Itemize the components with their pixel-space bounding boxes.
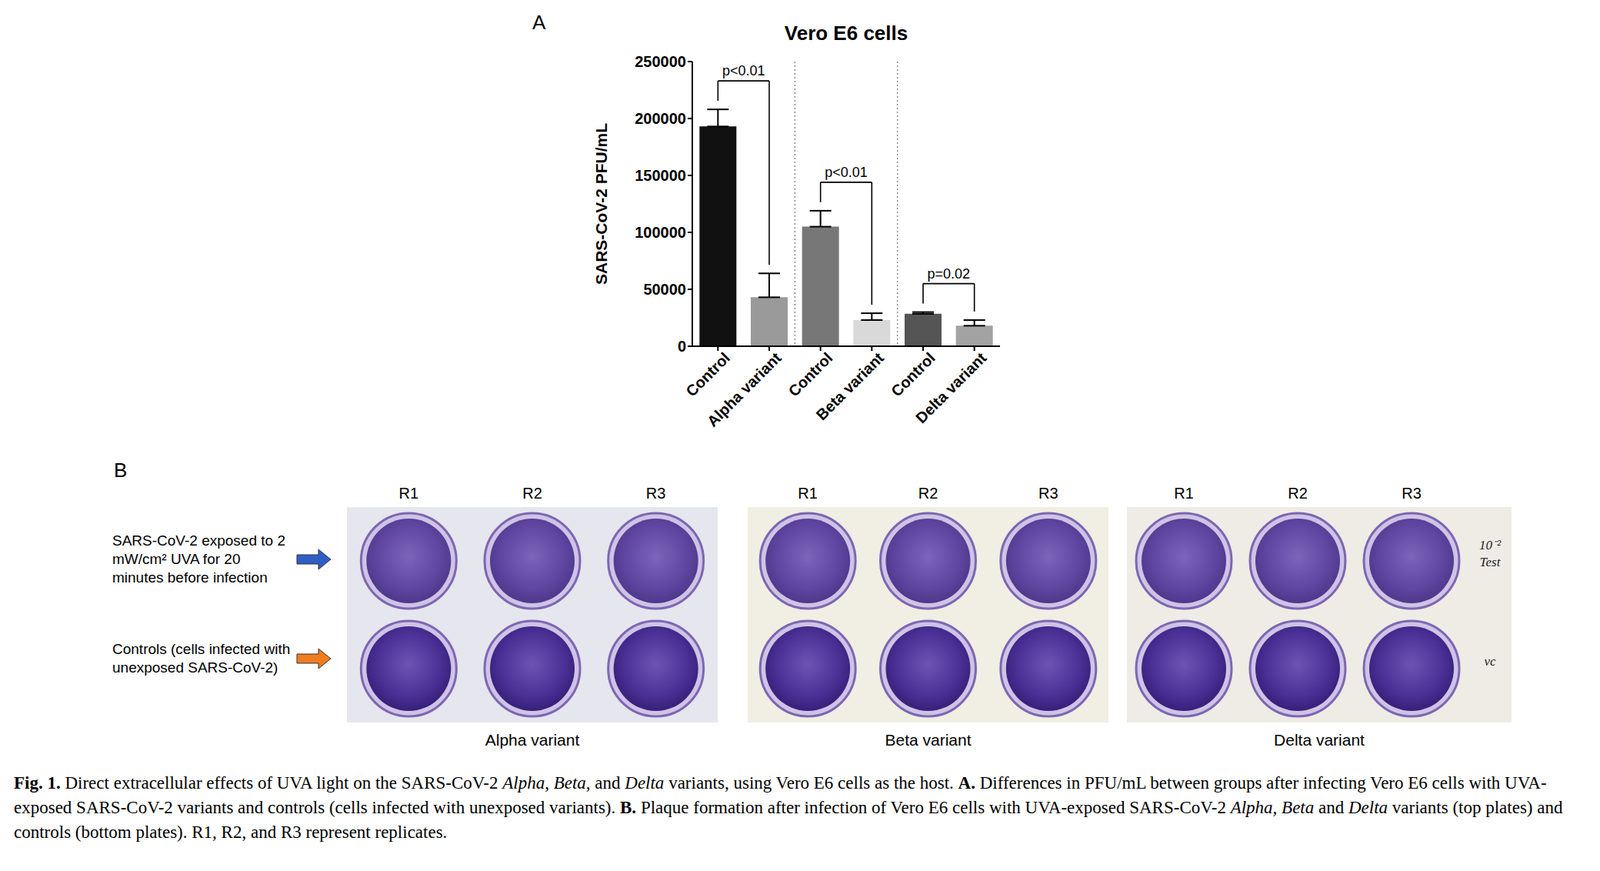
- html-text:R1: R1: [398, 484, 419, 502]
- html-text:Vero E6 cells: Vero E6 cells: [784, 21, 908, 45]
- svg-text:p<0.01: p<0.01: [824, 164, 868, 180]
- svg-text:100000: 100000: [634, 223, 687, 241]
- html-text:Delta variant: Delta variant: [1273, 730, 1365, 749]
- svg-text:Beta variant: Beta variant: [813, 349, 888, 424]
- html-text:R3: R3: [1401, 484, 1422, 502]
- html-text:R3: R3: [646, 484, 666, 502]
- html-text:A: A: [532, 10, 546, 34]
- svg-text:200000: 200000: [634, 110, 687, 127]
- html-text:Controls (cells infected with: Controls (cells infected with unexposed …: [112, 641, 291, 676]
- svg-text:Alpha variant: Alpha variant: [703, 349, 785, 430]
- svg-text:Delta variant: Delta variant: [912, 349, 990, 427]
- html-text:R2: R2: [522, 484, 543, 502]
- svg-text:Control: Control: [785, 349, 837, 400]
- svg-text:0: 0: [677, 337, 687, 355]
- html-text:Beta variant: Beta variant: [885, 730, 972, 749]
- html-text:SARS-CoV-2 exposed to 2 mW/cm²: SARS-CoV-2 exposed to 2 mW/cm² UVA for 2…: [112, 532, 286, 586]
- svg-text:Control: Control: [682, 349, 734, 400]
- svg-text:Control: Control: [887, 349, 939, 400]
- svg-text:250000: 250000: [634, 53, 687, 70]
- svg-text:p=0.02: p=0.02: [927, 266, 971, 282]
- html-text:R1: R1: [798, 484, 818, 502]
- html-text:Fig. 1. Direct extracellular e: Fig. 1. Direct extracellular effects of …: [13, 773, 1568, 842]
- html-text:B: B: [113, 458, 128, 482]
- html-text:R2: R2: [918, 484, 938, 502]
- html-text:R2: R2: [1287, 484, 1308, 502]
- svg-text:p<0.01: p<0.01: [722, 63, 766, 79]
- html-text:R3: R3: [1038, 484, 1059, 502]
- svg-text:vc: vc: [1483, 653, 1497, 669]
- svg-text:Test: Test: [1480, 554, 1502, 570]
- svg-text:10⁻²: 10⁻²: [1479, 537, 1502, 553]
- svg-text:50000: 50000: [643, 280, 687, 298]
- html-text:Alpha variant: Alpha variant: [485, 730, 580, 749]
- html-text:R1: R1: [1174, 484, 1194, 502]
- svg-text:150000: 150000: [634, 166, 687, 184]
- svg-text:SARS-CoV-2 PFU/mL: SARS-CoV-2 PFU/mL: [592, 123, 610, 285]
